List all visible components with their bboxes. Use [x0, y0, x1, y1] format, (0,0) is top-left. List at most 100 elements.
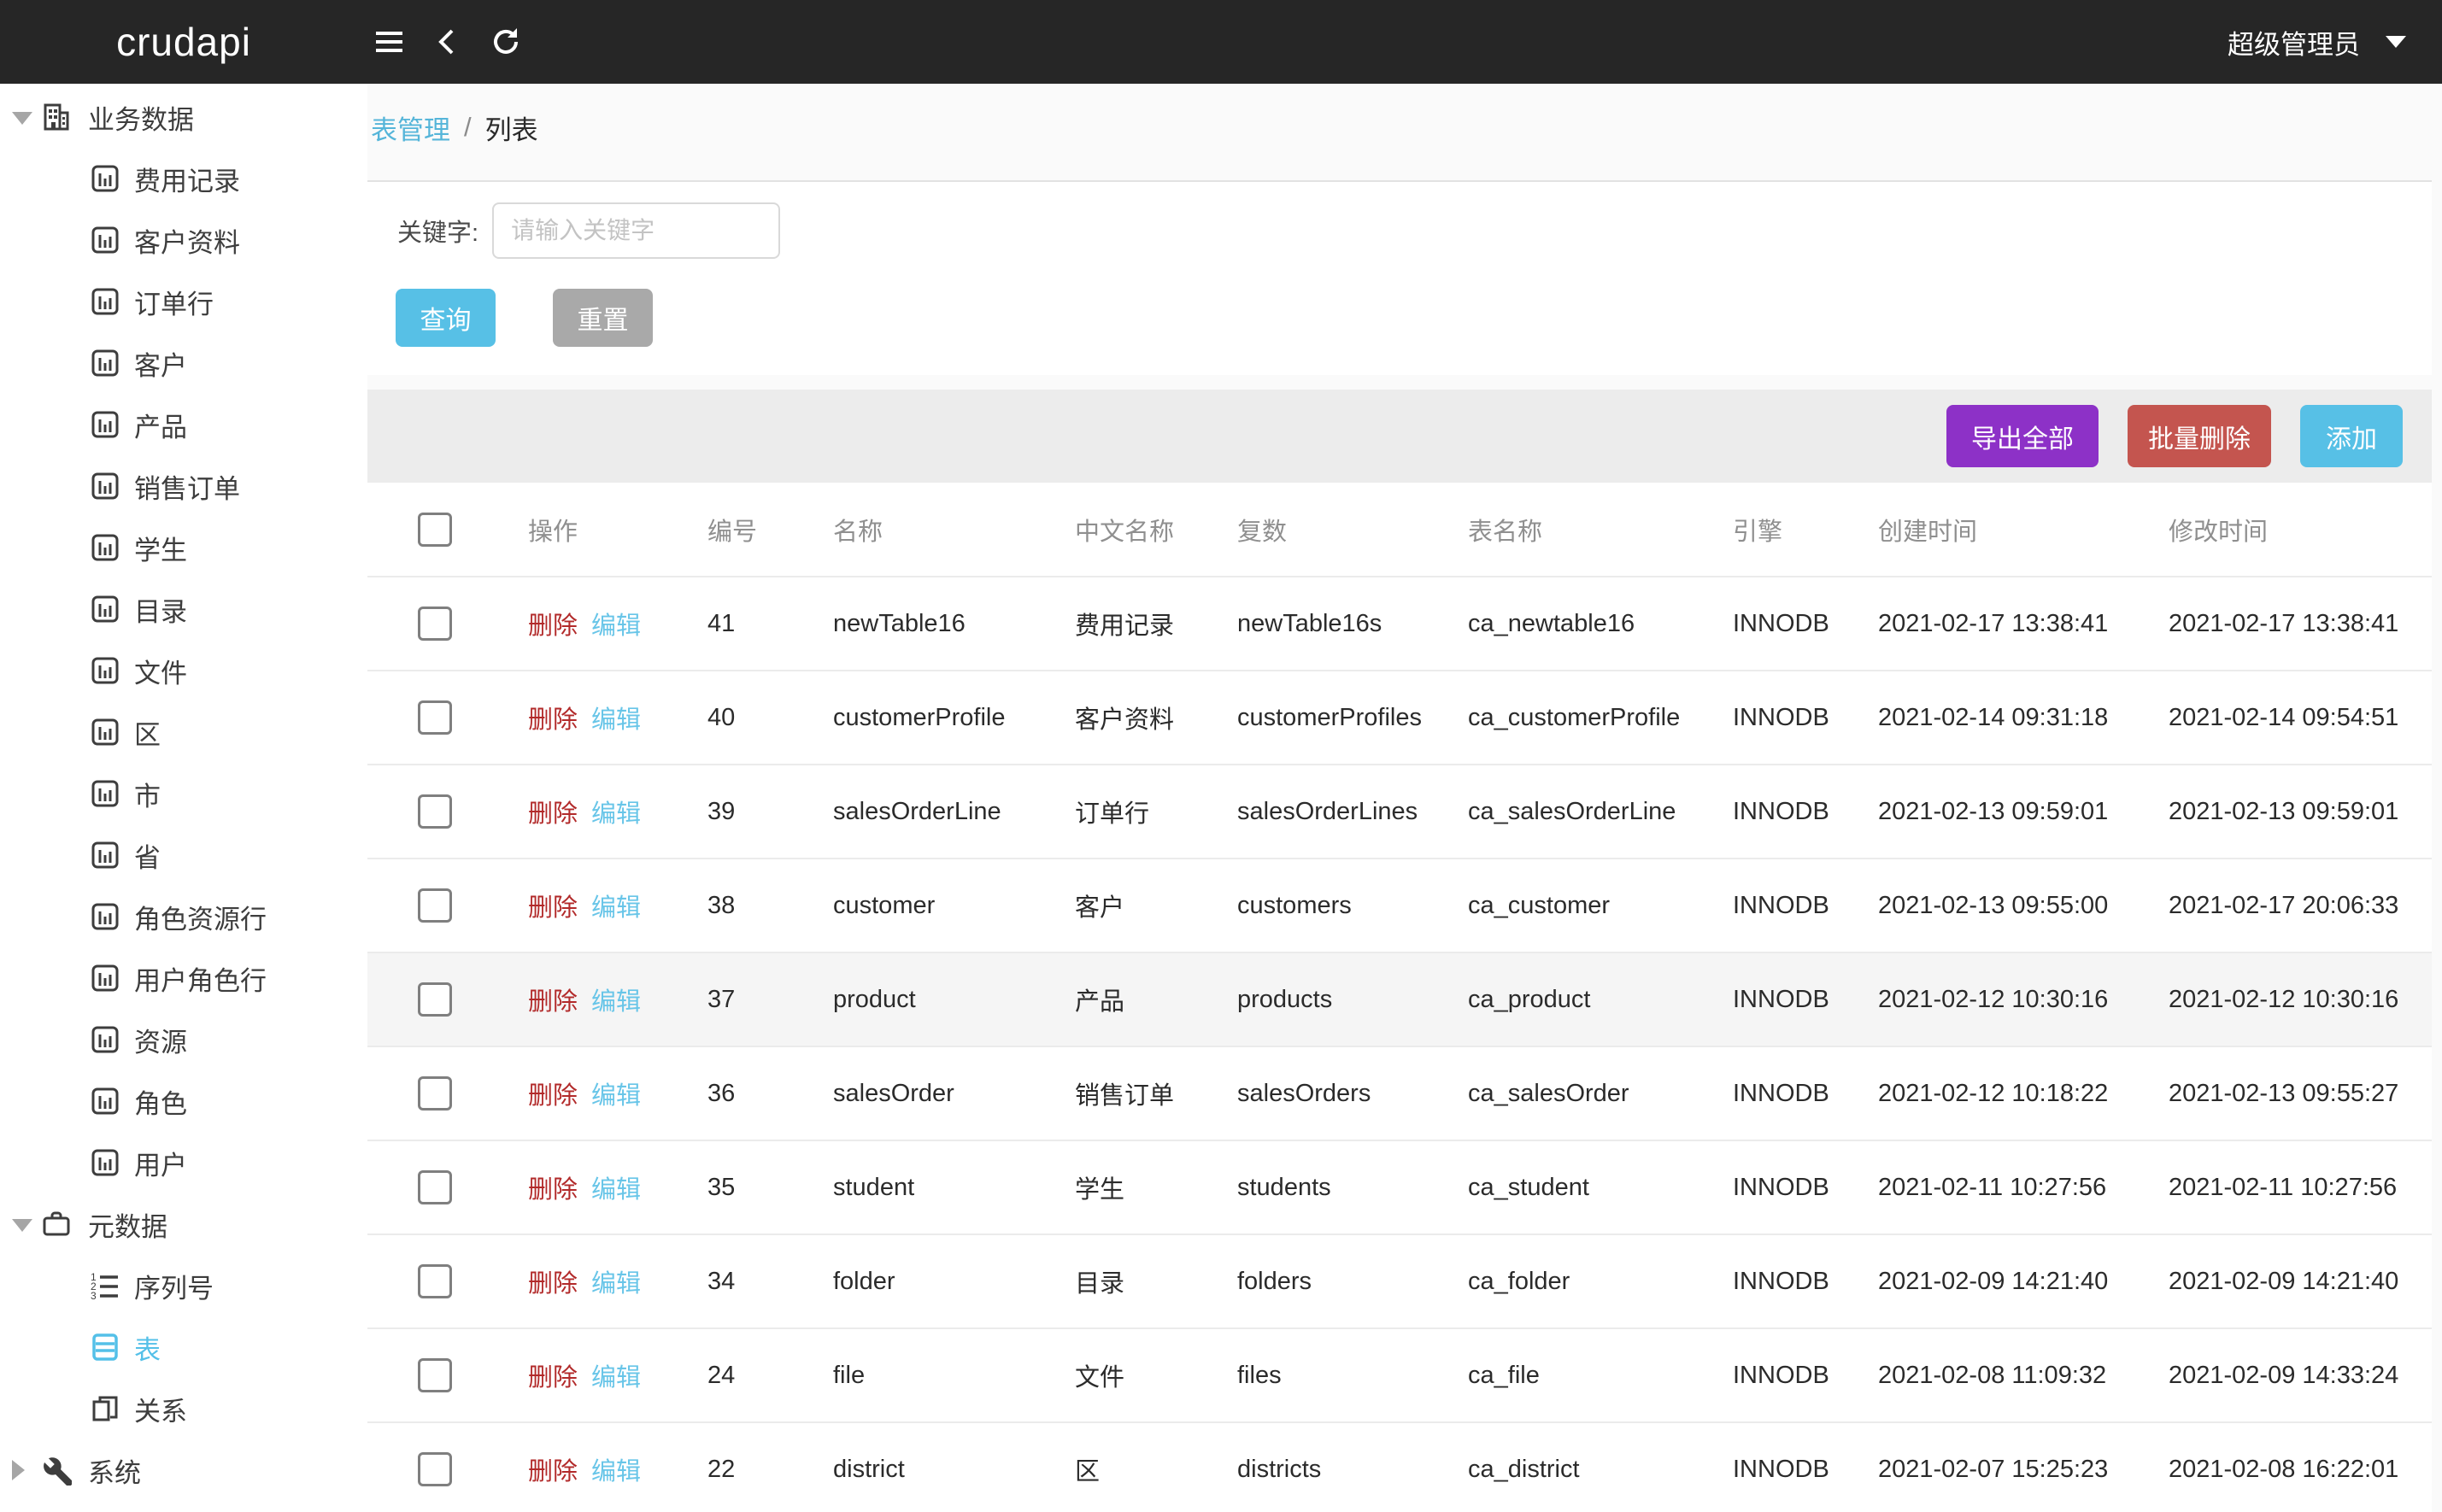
cell-caption: 销售订单: [1060, 1075, 1222, 1111]
edit-link[interactable]: 编辑: [591, 706, 641, 734]
bar-chart-icon: [90, 1024, 120, 1055]
sidebar-group-metadata[interactable]: 元数据: [0, 1193, 367, 1255]
edit-link[interactable]: 编辑: [591, 1270, 641, 1298]
sidebar-item-folder[interactable]: 目录: [0, 578, 367, 640]
cell-table_name: ca_customer: [1453, 892, 1717, 920]
keyword-input[interactable]: [492, 202, 780, 259]
cell-engine: INNODB: [1717, 1080, 1863, 1108]
edit-link[interactable]: 编辑: [591, 1458, 641, 1486]
sidebar-item-label: 区: [134, 713, 161, 752]
sidebar-item-tables[interactable]: 表: [0, 1316, 367, 1378]
sidebar-item-relation[interactable]: 关系: [0, 1378, 367, 1439]
sidebar-item-label: 角色: [134, 1082, 187, 1121]
delete-link[interactable]: 删除: [528, 1458, 578, 1486]
query-button[interactable]: 查询: [396, 289, 496, 347]
delete-link[interactable]: 删除: [528, 988, 578, 1016]
reset-button[interactable]: 重置: [553, 289, 653, 347]
cell-engine: INNODB: [1717, 798, 1863, 826]
sidebar-item-role-resource-line[interactable]: 角色资源行: [0, 886, 367, 947]
sidebar-item-province[interactable]: 省: [0, 824, 367, 886]
cell-table_name: ca_folder: [1453, 1268, 1717, 1296]
cell-caption: 学生: [1060, 1169, 1222, 1205]
sidebar-item-resource[interactable]: 资源: [0, 1009, 367, 1070]
sidebar-item-sales-order-line[interactable]: 订单行: [0, 271, 367, 332]
row-checkbox[interactable]: [418, 1076, 452, 1111]
bulk-delete-button[interactable]: 批量删除: [2128, 405, 2271, 467]
row-checkbox[interactable]: [418, 794, 452, 829]
row-checkbox[interactable]: [418, 1264, 452, 1298]
row-checkbox[interactable]: [418, 1452, 452, 1486]
bar-chart-icon: [90, 901, 120, 932]
sidebar-group-business-data[interactable]: 业务数据: [0, 86, 367, 148]
sidebar-item-user[interactable]: 用户: [0, 1132, 367, 1193]
row-checkbox[interactable]: [418, 982, 452, 1017]
select-all-checkbox[interactable]: [418, 513, 452, 547]
column-header: 中文名称: [1060, 512, 1222, 548]
back-icon[interactable]: [429, 23, 467, 61]
row-checkbox[interactable]: [418, 607, 452, 641]
menu-icon[interactable]: [371, 23, 408, 61]
cell-engine: INNODB: [1717, 1456, 1863, 1484]
row-checkbox[interactable]: [418, 700, 452, 735]
delete-link[interactable]: 删除: [528, 1270, 578, 1298]
cell-name: salesOrder: [803, 1080, 1060, 1108]
user-menu[interactable]: 超级管理员: [2228, 23, 2406, 62]
edit-link[interactable]: 编辑: [591, 1364, 641, 1392]
sidebar-item-user-role-line[interactable]: 用户角色行: [0, 947, 367, 1009]
row-actions-cell: 删除编辑: [513, 794, 692, 829]
delete-link[interactable]: 删除: [528, 800, 578, 828]
cell-modified: 2021-02-14 09:54:51: [2153, 704, 2432, 732]
row-checkbox[interactable]: [418, 1170, 452, 1204]
cell-id: 35: [692, 1174, 803, 1202]
sidebar-item-label: 费用记录: [134, 160, 240, 198]
cell-name: salesOrderLine: [803, 798, 1060, 826]
cell-modified: 2021-02-08 16:22:01: [2153, 1456, 2432, 1484]
delete-link[interactable]: 删除: [528, 1176, 578, 1204]
edit-link[interactable]: 编辑: [591, 612, 641, 640]
edit-link[interactable]: 编辑: [591, 1176, 641, 1204]
row-select-cell: [367, 1076, 513, 1111]
sidebar-item-district[interactable]: 区: [0, 701, 367, 763]
edit-link[interactable]: 编辑: [591, 1082, 641, 1110]
row-checkbox[interactable]: [418, 888, 452, 923]
svg-text:3: 3: [91, 1290, 97, 1301]
delete-link[interactable]: 删除: [528, 1082, 578, 1110]
bar-chart-icon: [90, 778, 120, 809]
sidebar-item-label: 学生: [134, 529, 187, 567]
edit-link[interactable]: 编辑: [591, 894, 641, 922]
sidebar-item-sequence[interactable]: 123序列号: [0, 1255, 367, 1316]
cell-caption: 客户资料: [1060, 700, 1222, 735]
sidebar-item-sales-order[interactable]: 销售订单: [0, 455, 367, 517]
delete-link[interactable]: 删除: [528, 706, 578, 734]
row-checkbox[interactable]: [418, 1358, 452, 1392]
export-all-button[interactable]: 导出全部: [1946, 405, 2099, 467]
sidebar-item-expense-record[interactable]: 费用记录: [0, 148, 367, 209]
sidebar-item-role[interactable]: 角色: [0, 1070, 367, 1132]
refresh-icon[interactable]: [487, 23, 525, 61]
sidebar-item-student[interactable]: 学生: [0, 517, 367, 578]
add-button[interactable]: 添加: [2300, 405, 2403, 467]
sidebar-item-customer-profile[interactable]: 客户资料: [0, 209, 367, 271]
delete-link[interactable]: 删除: [528, 1364, 578, 1392]
sidebar-item-label: 表: [134, 1328, 161, 1367]
cell-created: 2021-02-17 13:38:41: [1863, 610, 2153, 638]
cell-name: district: [803, 1456, 1060, 1484]
delete-link[interactable]: 删除: [528, 612, 578, 640]
delete-link[interactable]: 删除: [528, 894, 578, 922]
sidebar-item-city[interactable]: 市: [0, 763, 367, 824]
sidebar-item-product[interactable]: 产品: [0, 394, 367, 455]
row-select-cell: [367, 1170, 513, 1204]
triangle-down-icon: [12, 112, 32, 125]
row-actions-cell: 删除编辑: [513, 982, 692, 1017]
breadcrumb-link[interactable]: 表管理: [371, 108, 450, 147]
cell-name: file: [803, 1362, 1060, 1390]
edit-link[interactable]: 编辑: [591, 800, 641, 828]
cell-plural: customerProfiles: [1222, 704, 1453, 732]
column-header: 操作: [513, 512, 692, 548]
sidebar-item-file[interactable]: 文件: [0, 640, 367, 701]
cell-plural: salesOrderLines: [1222, 798, 1453, 826]
sidebar-group-system[interactable]: 系统: [0, 1439, 367, 1501]
edit-link[interactable]: 编辑: [591, 988, 641, 1016]
sidebar-item-customer[interactable]: 客户: [0, 332, 367, 394]
cell-table_name: ca_student: [1453, 1174, 1717, 1202]
